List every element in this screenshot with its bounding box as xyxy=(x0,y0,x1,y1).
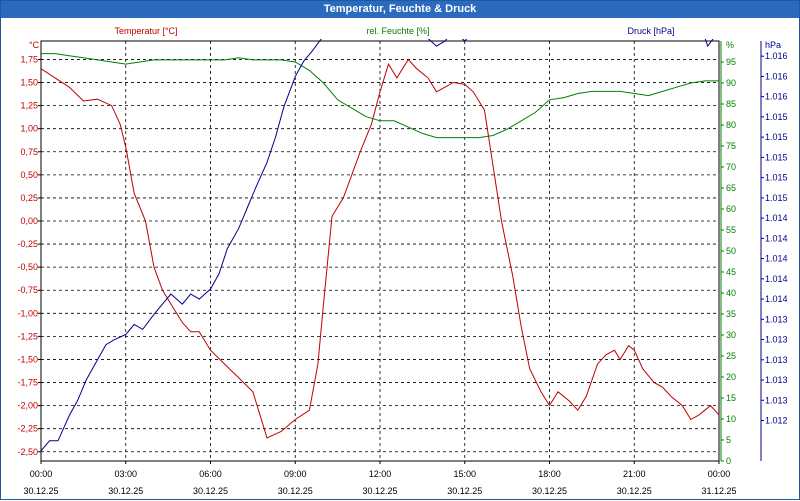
temperature-tick-label: -1,50 xyxy=(17,354,38,364)
humidity-tick-label: 75 xyxy=(726,141,736,151)
humidity-series-line xyxy=(41,53,719,139)
pressure-tick-label: 1.015 xyxy=(765,112,788,122)
humidity-tick-label: 10 xyxy=(726,414,736,424)
x-tick-time: 00:00 xyxy=(30,469,53,479)
x-tick-date: 30.12.25 xyxy=(193,486,228,496)
temperature-tick-label: -1,25 xyxy=(17,331,38,341)
temperature-tick-label: 1,25 xyxy=(20,101,38,111)
x-tick-date: 30.12.25 xyxy=(362,486,397,496)
axes xyxy=(38,40,764,464)
temperature-tick-label: -0,50 xyxy=(17,262,38,272)
temperature-tick-label: -0,75 xyxy=(17,285,38,295)
temperature-tick-label: -1,75 xyxy=(17,378,38,388)
axis-labels: 1,75 1,50 1,25 1,00 0,75 0,50 0,25 0,00 -0,25 -0,… xyxy=(17,26,787,496)
temperature-tick-label: 1,75 xyxy=(20,54,38,64)
pressure-tick-label: 1.015 xyxy=(765,173,788,183)
series-lines xyxy=(41,39,719,452)
x-tick-time: 18:00 xyxy=(538,469,561,479)
humidity-tick-label: 20 xyxy=(726,372,736,382)
humidity-axis-title: rel. Feuchte [%] xyxy=(366,26,429,36)
humidity-tick-label: 90 xyxy=(726,78,736,88)
x-tick-date: 31.12.25 xyxy=(701,486,736,496)
x-tick-time: 12:00 xyxy=(369,469,392,479)
temperature-series-line xyxy=(41,58,719,439)
pressure-tick-label: 1.013 xyxy=(765,395,788,405)
pressure-tick-label: 1.016 xyxy=(765,92,788,102)
pressure-tick-label: 1.016 xyxy=(765,71,788,81)
temperature-tick-label: -1,00 xyxy=(17,308,38,318)
pressure-tick-label: 1.016 xyxy=(765,51,788,61)
humidity-tick-label: 85 xyxy=(726,99,736,109)
temperature-tick-label: -2,50 xyxy=(17,447,38,457)
humidity-tick-label: 35 xyxy=(726,309,736,319)
pressure-tick-label: 1.013 xyxy=(765,355,788,365)
humidity-tick-label: 55 xyxy=(726,225,736,235)
x-tick-time: 03:00 xyxy=(114,469,137,479)
pressure-tick-label: 1.014 xyxy=(765,294,788,304)
pressure-tick-label: 1.013 xyxy=(765,314,788,324)
pressure-tick-label: 1.013 xyxy=(765,375,788,385)
temperature-unit: °C xyxy=(29,40,40,50)
x-tick-time: 15:00 xyxy=(453,469,476,479)
x-tick-date: 30.12.25 xyxy=(447,486,482,496)
humidity-tick-label: 0 xyxy=(726,456,731,466)
x-tick-time: 21:00 xyxy=(623,469,646,479)
temperature-tick-label: 0,00 xyxy=(20,216,38,226)
humidity-tick-label: 60 xyxy=(726,204,736,214)
humidity-tick-label: 25 xyxy=(726,351,736,361)
humidity-tick-label: 15 xyxy=(726,393,736,403)
pressure-tick-label: 1.015 xyxy=(765,132,788,142)
temperature-tick-label: -0,25 xyxy=(17,239,38,249)
pressure-tick-label: 1.014 xyxy=(765,274,788,284)
humidity-tick-label: 80 xyxy=(726,120,736,130)
pressure-axis-title: Druck [hPa] xyxy=(627,26,674,36)
humidity-tick-label: 45 xyxy=(726,267,736,277)
x-tick-date: 30.12.25 xyxy=(108,486,143,496)
pressure-unit: hPa xyxy=(765,40,781,50)
x-tick-time: 09:00 xyxy=(284,469,307,479)
humidity-tick-label: 50 xyxy=(726,246,736,256)
x-tick-date: 30.12.25 xyxy=(23,486,58,496)
pressure-tick-label: 1.014 xyxy=(765,233,788,243)
temperature-tick-label: 1,00 xyxy=(20,124,38,134)
humidity-tick-label: 5 xyxy=(726,435,731,445)
humidity-unit: % xyxy=(726,40,734,50)
pressure-tick-label: 1.012 xyxy=(765,416,788,426)
temperature-tick-label: 0,50 xyxy=(20,170,38,180)
grid xyxy=(40,41,720,461)
temperature-tick-label: 0,75 xyxy=(20,147,38,157)
pressure-tick-label: 1.015 xyxy=(765,193,788,203)
humidity-tick-label: 30 xyxy=(726,330,736,340)
temperature-tick-label: 1,50 xyxy=(20,78,38,88)
humidity-tick-label: 95 xyxy=(726,57,736,67)
humidity-tick-label: 40 xyxy=(726,288,736,298)
temperature-tick-label: -2,25 xyxy=(17,424,38,434)
humidity-tick-label: 65 xyxy=(726,183,736,193)
x-tick-date: 30.12.25 xyxy=(278,486,313,496)
pressure-tick-label: 1.014 xyxy=(765,254,788,264)
pressure-tick-label: 1.015 xyxy=(765,152,788,162)
temperature-tick-label: 0,25 xyxy=(20,193,38,203)
pressure-tick-label: 1.014 xyxy=(765,213,788,223)
window-title: Temperatur, Feuchte & Druck xyxy=(1,1,799,18)
x-tick-time: 00:00 xyxy=(708,469,731,479)
pressure-tick-label: 1.013 xyxy=(765,335,788,345)
x-tick-date: 30.12.25 xyxy=(617,486,652,496)
x-tick-time: 06:00 xyxy=(199,469,222,479)
humidity-tick-label: 70 xyxy=(726,162,736,172)
temperature-axis-title: Temperatur [°C] xyxy=(114,26,177,36)
pressure-series-line xyxy=(41,39,714,452)
temperature-tick-label: -2,00 xyxy=(17,401,38,411)
x-tick-date: 30.12.25 xyxy=(532,486,567,496)
